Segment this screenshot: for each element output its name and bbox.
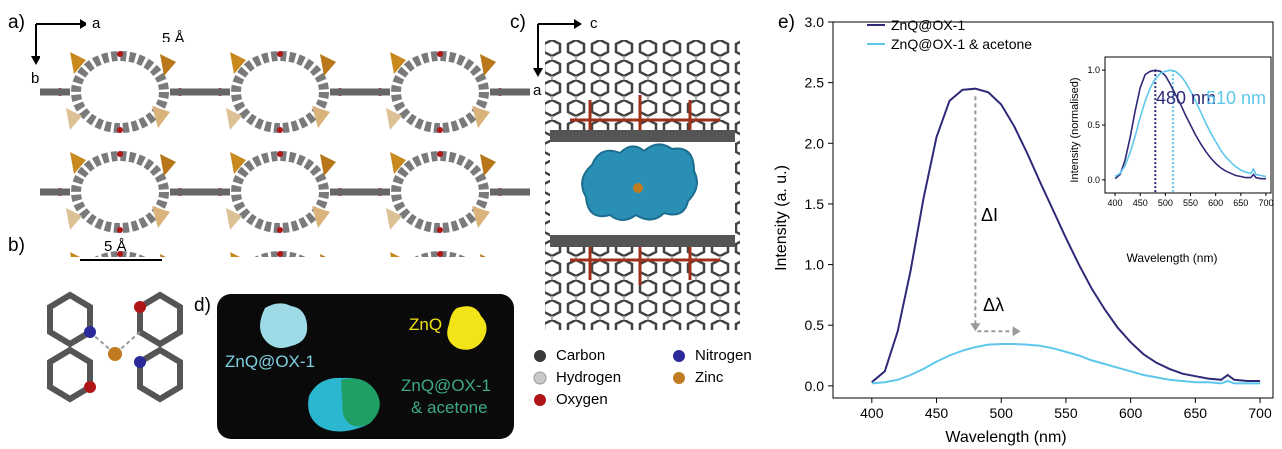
sample-label-acetone-line1: ZnQ@OX-1: [401, 376, 491, 395]
delta-lambda-label: Δλ: [983, 295, 1004, 315]
y-tick-label-5: 2.5: [805, 75, 825, 91]
legend-carbon: Carbon: [556, 347, 606, 364]
panel-c-label: c): [510, 12, 526, 33]
inset-x-tick-label-2: 500: [1158, 198, 1173, 208]
panel-c-axes-icon: [533, 19, 582, 77]
powder-photo: ZnQ@OX-1 ZnQ ZnQ@OX-1 & acetone: [217, 294, 514, 439]
inset-x-tick-label-3: 550: [1183, 198, 1198, 208]
y-tick-label-3: 1.5: [805, 196, 825, 212]
oxygen-swatch: [534, 394, 546, 406]
y-tick-label-6: 3.0: [805, 14, 825, 30]
inset-x-tick-label-4: 600: [1208, 198, 1223, 208]
y-axis-title: Intensity (a. u.): [773, 165, 790, 271]
inset-y-tick-label-2: 1.0: [1087, 65, 1100, 75]
panel-a-label: a): [8, 12, 25, 33]
legend-nitrogen: Nitrogen: [695, 347, 752, 364]
sample-label-znq: ZnQ: [409, 315, 443, 334]
x-tick-label-0: 400: [860, 405, 884, 421]
powder-samples-image: [260, 303, 487, 432]
mof-pore-image: [545, 40, 740, 330]
panel-d-label: d): [194, 295, 211, 316]
inset-y-tick-label-0: 0.0: [1087, 175, 1100, 185]
panel-c-axis-y: a: [533, 82, 542, 99]
panel-b-label: b): [8, 235, 25, 256]
mof-framework-image: [40, 42, 530, 257]
series-line-0: [871, 87, 1261, 383]
carbon-swatch: [534, 350, 546, 362]
panel-b-scale-bar: [80, 259, 162, 261]
inset-peak-label-1: 510 nm: [1206, 88, 1266, 108]
inset-y-tick-label-1: 0.5: [1087, 120, 1100, 130]
x-tick-label-6: 700: [1248, 405, 1272, 421]
legend-oxygen: Oxygen: [556, 391, 608, 408]
nitrogen-swatch: [673, 350, 685, 362]
panel-c-axis-x: c: [590, 15, 598, 32]
legend-label-1: ZnQ@OX-1 & acetone: [891, 36, 1032, 52]
legend-hydrogen: Hydrogen: [556, 369, 622, 386]
inset-series-line-0: [1114, 69, 1266, 180]
x-tick-label-2: 500: [990, 405, 1014, 421]
y-tick-label-1: 0.5: [805, 317, 825, 333]
plot-frame: [832, 21, 1274, 399]
legend-zinc: Zinc: [695, 369, 724, 386]
inset-y-axis-title: Intensity (normalised): [1069, 77, 1081, 182]
x-tick-label-5: 650: [1184, 405, 1208, 421]
y-tick-label-4: 2.0: [805, 135, 825, 151]
x-tick-label-3: 550: [1054, 405, 1078, 421]
panel-a-axis-x: a: [92, 15, 101, 32]
atom-legend: [533, 350, 685, 406]
inset-series-line-1: [1114, 69, 1267, 178]
x-axis-title: Wavelength (nm): [945, 429, 1066, 446]
inset-x-tick-label-1: 450: [1133, 198, 1148, 208]
legend-label-0: ZnQ@OX-1: [891, 17, 965, 33]
delta-lambda-arrowhead: [1012, 326, 1021, 337]
inset-x-tick-label-5: 650: [1233, 198, 1248, 208]
panel-b-scale-label: 5 Å: [104, 238, 127, 255]
hydrogen-swatch: [533, 371, 547, 385]
inset-peak-label-0: 480 nm: [1156, 88, 1216, 108]
zinc-swatch: [673, 372, 685, 384]
delta-i-arrowhead: [970, 323, 981, 332]
panel-e-label: e): [778, 12, 795, 33]
sample-label-znq-ox1: ZnQ@OX-1: [225, 352, 315, 371]
znq-molecule-image: [47, 291, 183, 403]
y-tick-label-0: 0.0: [805, 378, 825, 394]
x-tick-label-4: 600: [1119, 405, 1143, 421]
x-tick-label-1: 450: [925, 405, 949, 421]
panel-a-axis-y: b: [31, 70, 40, 87]
sample-label-acetone-line2: & acetone: [411, 398, 488, 417]
inset-x-axis-title: Wavelength (nm): [1127, 251, 1218, 265]
panel-a-axes-icon: [31, 19, 86, 65]
series-line-1: [871, 343, 1261, 385]
delta-i-label: ΔI: [981, 205, 998, 225]
inset-x-tick-label-0: 400: [1108, 198, 1123, 208]
y-tick-label-2: 1.0: [805, 257, 825, 273]
inset-x-tick-label-6: 700: [1258, 198, 1273, 208]
